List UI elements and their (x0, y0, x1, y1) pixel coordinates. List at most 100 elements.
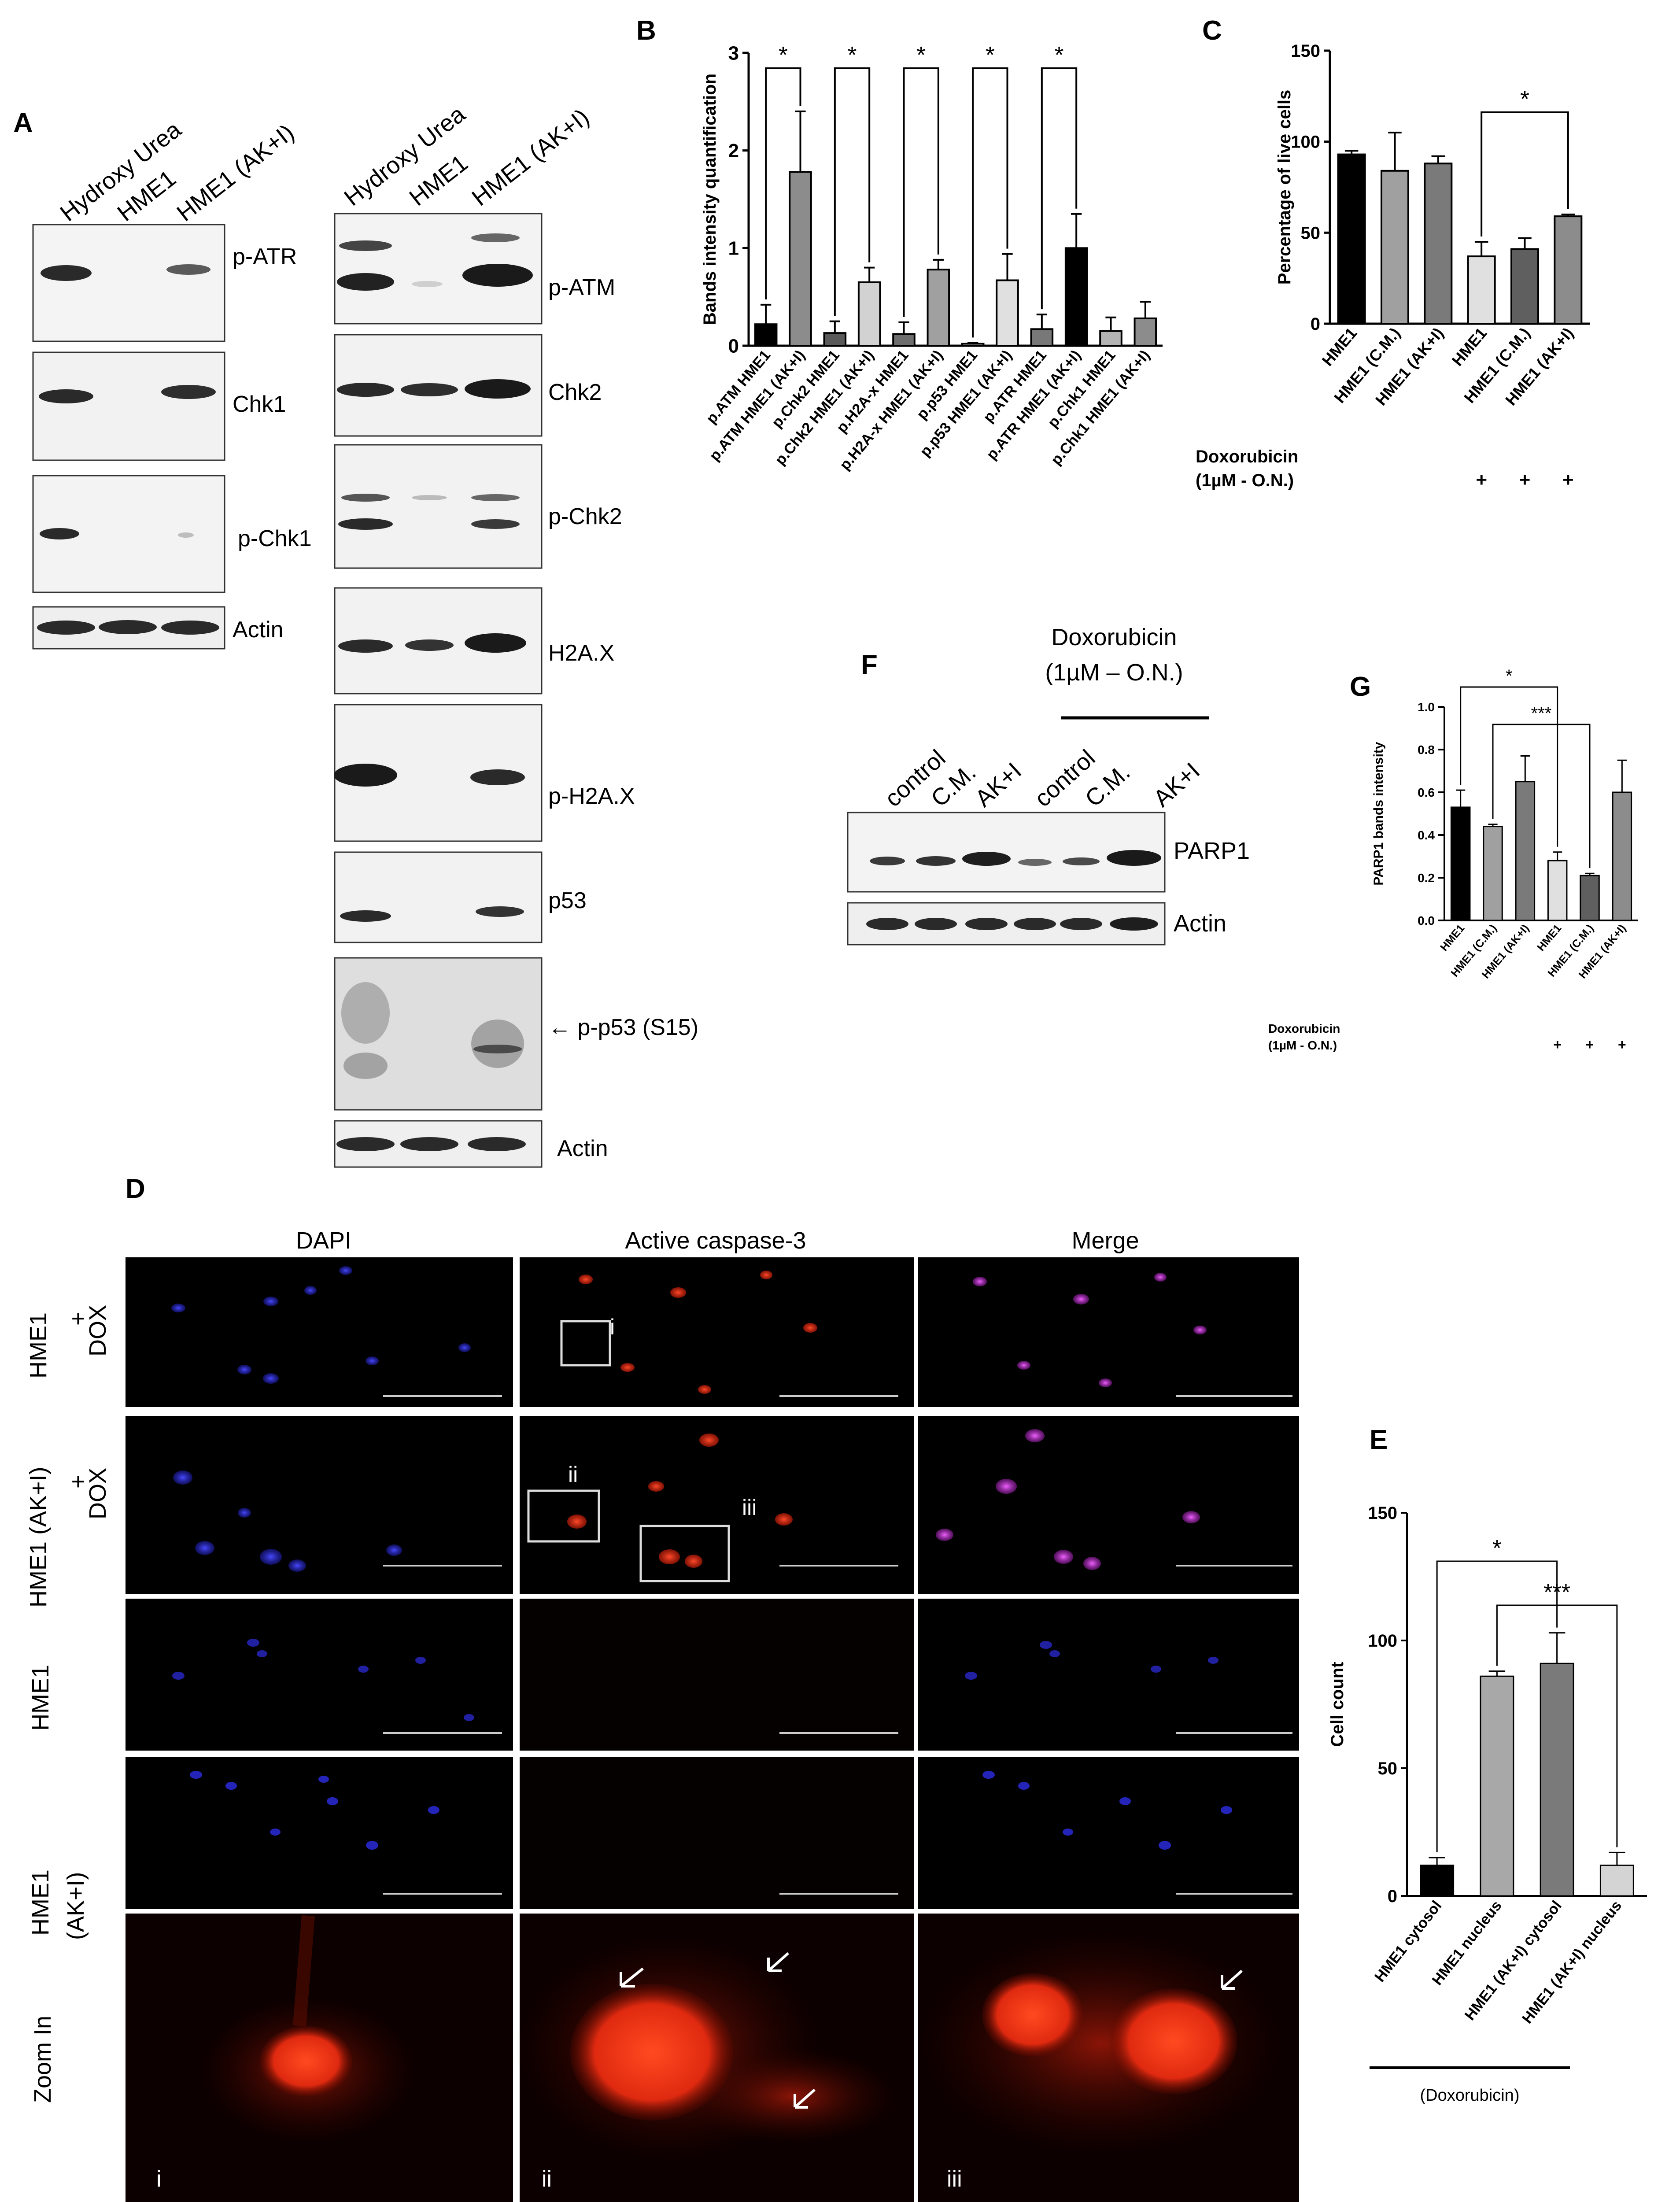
nucleus (270, 1829, 281, 1836)
nucleus (1154, 1273, 1167, 1282)
row-label: p-ATM (548, 275, 615, 300)
blot-band (166, 264, 210, 275)
nucleus (263, 1373, 279, 1384)
blot-band (1107, 850, 1161, 866)
blot-band (468, 1137, 526, 1151)
blot-strip (847, 812, 1166, 893)
x-tick-label: HME1 (1535, 922, 1564, 953)
y-tick-label: 3 (728, 42, 739, 64)
nucleus (965, 1672, 977, 1680)
caspase-image (520, 1599, 914, 1751)
row-label: Actin (1174, 910, 1226, 937)
panel-label-c: C (1202, 15, 1222, 46)
merge-image (918, 1416, 1299, 1594)
panel-label-f: F (861, 650, 878, 680)
significance-label: *** (1543, 1580, 1570, 1605)
blot-band (37, 621, 95, 635)
nucleus (339, 1266, 352, 1275)
nucleus (1049, 1650, 1060, 1657)
blot-band (341, 494, 390, 502)
blot-band (99, 620, 157, 634)
row-label: PARP1 (1174, 838, 1250, 864)
nucleus (171, 1304, 185, 1312)
nucleus (238, 1508, 251, 1518)
blot-band (962, 852, 1011, 866)
treatment-label: Doxorubicin (1051, 624, 1177, 650)
nucleus (936, 1529, 953, 1541)
row-label: Chk1 (233, 392, 286, 417)
row-label: Actin (557, 1136, 608, 1161)
y-axis-label: Bands intensity quantification (700, 74, 720, 325)
nucleus (172, 1672, 185, 1680)
y-tick-label: 100 (1368, 1631, 1397, 1651)
nucleus (973, 1277, 987, 1286)
treatment-label: (1µM – O.N.) (1045, 659, 1183, 686)
bar (823, 332, 847, 347)
bar (1599, 1864, 1634, 1897)
y-tick-label: 150 (1368, 1504, 1397, 1523)
blot-band (465, 633, 526, 653)
nucleus (304, 1286, 317, 1295)
treatment-mark: + (1476, 469, 1487, 491)
row-label: p-Chk2 (548, 504, 622, 529)
treatment-mark: + (1618, 1037, 1626, 1053)
nucleus (458, 1343, 471, 1352)
nucleus (1159, 1841, 1171, 1850)
bar (1510, 248, 1539, 325)
panel-label-a: A (13, 108, 33, 138)
lane-label: AK+I (1148, 757, 1205, 812)
nucleus (1119, 1797, 1131, 1805)
blot-band (471, 494, 520, 501)
nucleus (1099, 1378, 1112, 1387)
blot-smear (341, 982, 390, 1044)
x-tick-label: HME1 (AK+I) nucleus (1519, 1898, 1625, 2027)
arrow-icon (767, 1952, 789, 1972)
row-label: p-H2A.X (548, 783, 635, 809)
nucleus (464, 1714, 474, 1721)
row-label: HME1 (27, 1869, 54, 1936)
blot-band (161, 621, 219, 635)
significance-bracket (1492, 724, 1591, 868)
blot-band (1063, 857, 1100, 865)
zoom-box (639, 1525, 730, 1582)
nucleus (698, 1385, 711, 1394)
y-tick-label: 0.0 (1418, 914, 1435, 927)
nucleus (579, 1275, 593, 1284)
bar (1480, 1675, 1514, 1897)
blot-band (412, 281, 443, 287)
row-label: Chk2 (548, 380, 602, 405)
treatment-label: (1µM - O.N.) (1196, 471, 1294, 490)
group-label: (Doxorubicin) (1420, 2086, 1520, 2105)
blot-f: F Doxorubicin (1µM – O.N.) control C.M. … (847, 624, 1250, 946)
zoom-box-label: ii (568, 1462, 578, 1487)
blot-a-right: p-ATM Chk2 p-Chk2 H2A.X p-H2A.X p53 ← p-… (334, 213, 698, 1168)
nucleus (570, 1984, 733, 2121)
row-label: DOX (85, 1305, 111, 1356)
bar (1554, 215, 1583, 325)
y-tick-label: 0.2 (1418, 871, 1435, 885)
arrow-icon (1221, 1969, 1243, 1990)
nucleus (659, 1549, 680, 1564)
nucleus (648, 1481, 664, 1492)
nucleus (1018, 1782, 1030, 1790)
panel-label-b: B (636, 15, 656, 46)
zoom-box (560, 1320, 611, 1367)
nucleus (1110, 1988, 1237, 2094)
column-header: Active caspase-3 (625, 1227, 806, 1254)
significance-label: * (1520, 86, 1529, 112)
row-label: + (65, 1312, 91, 1326)
nucleus (1151, 1666, 1161, 1673)
significance-label: * (986, 42, 995, 68)
blot-band (338, 639, 393, 653)
row-label: p-Chk1 (238, 526, 312, 551)
treatment-label: Doxorubicin (1268, 1022, 1340, 1035)
nucleus (263, 1297, 278, 1306)
microscopy-grid: i ii iii i ii iii (126, 1257, 1299, 2202)
nucleus (247, 1639, 259, 1647)
nucleus (358, 1666, 369, 1673)
blot-strip (334, 444, 543, 569)
nucleus (173, 1470, 192, 1485)
dapi-image (126, 1416, 513, 1594)
blot-strip (334, 851, 543, 943)
